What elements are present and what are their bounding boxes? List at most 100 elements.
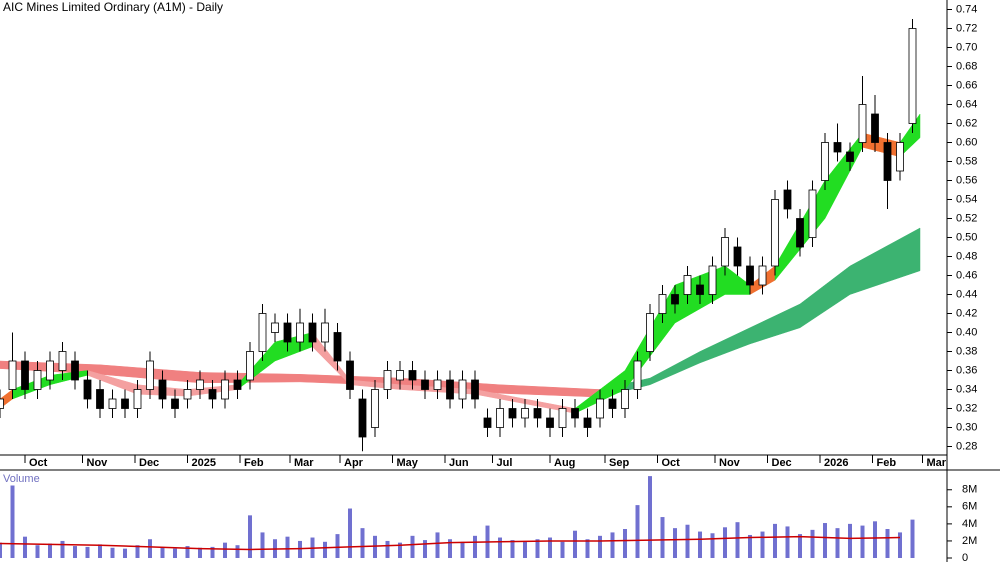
- x-tick-label: Nov: [719, 457, 741, 469]
- volume-bar: [798, 534, 802, 558]
- candle-body: [721, 237, 729, 267]
- y-tick-label: 0.58: [956, 155, 977, 167]
- y-tick-label: 0.74: [956, 3, 977, 15]
- volume-bar: [435, 532, 440, 558]
- candle-body: [633, 360, 642, 390]
- candle-body: [521, 408, 529, 419]
- volume-bar: [235, 545, 240, 558]
- candle-body: [371, 389, 379, 428]
- y-tick-label: 0.60: [956, 136, 977, 148]
- volume-bar: [198, 547, 202, 558]
- y-tick-label: 0.50: [956, 231, 977, 243]
- volume-bar: [398, 542, 402, 558]
- volume-tick-label: 2M: [962, 535, 977, 547]
- volume-bar: [173, 548, 177, 558]
- y-tick-label: 0.30: [956, 421, 977, 433]
- volume-bar: [760, 531, 765, 558]
- y-tick-label: 0.64: [956, 98, 977, 110]
- volume-bar: [285, 536, 290, 558]
- y-tick-label: 0.68: [956, 60, 977, 72]
- volume-bar: [735, 522, 740, 558]
- candle-body: [746, 265, 754, 286]
- y-tick-label: 0.42: [956, 307, 977, 319]
- candle-body: [508, 408, 517, 419]
- candle-body: [858, 104, 867, 143]
- x-tick-label: 2026: [824, 457, 848, 469]
- volume-bar: [73, 546, 77, 558]
- candle-body: [908, 28, 917, 124]
- volume-bar: [373, 535, 377, 558]
- ribbon: [599, 227, 921, 398]
- candle-body: [896, 142, 904, 172]
- volume-tick-label: 4M: [962, 518, 977, 530]
- chart-title: AIC Mines Limited Ordinary (A1M) - Daily: [3, 0, 223, 14]
- volume-bar: [660, 517, 665, 558]
- candle-body: [558, 408, 567, 428]
- volume-bar: [48, 543, 52, 558]
- candle-body: [696, 284, 704, 295]
- y-tick-label: 0.72: [956, 22, 977, 34]
- x-tick-label: 2025: [192, 457, 216, 469]
- volume-tick-label: 0: [962, 552, 968, 562]
- x-tick-label: Mar: [927, 457, 947, 469]
- candle-body: [346, 360, 354, 390]
- volume-bar: [60, 540, 65, 558]
- volume-bar: [460, 541, 465, 558]
- y-tick-label: 0.52: [956, 212, 977, 224]
- x-tick-label: Jul: [497, 457, 513, 469]
- candle-body: [158, 379, 167, 400]
- volume-bar: [248, 515, 252, 558]
- candle-body: [321, 322, 329, 343]
- volume-bar: [610, 532, 615, 558]
- candle-body: [383, 370, 392, 390]
- volume-bar: [723, 527, 727, 558]
- volume-bar: [648, 476, 652, 558]
- volume-bar: [585, 539, 590, 558]
- volume-bar: [685, 524, 690, 558]
- candle-body: [496, 408, 504, 428]
- volume-bar: [360, 528, 365, 558]
- y-tick-label: 0.28: [956, 440, 977, 452]
- x-tick-label: Jun: [449, 457, 469, 469]
- x-tick-label: Oct: [29, 457, 48, 469]
- y-tick-label: 0.66: [956, 79, 977, 91]
- x-tick-label: Dec: [139, 457, 159, 469]
- volume-bar: [698, 531, 702, 558]
- candle-body: [733, 246, 742, 267]
- volume-bar: [10, 485, 15, 558]
- volume-bar: [535, 539, 540, 558]
- volume-tick-label: 6M: [962, 501, 977, 513]
- x-tick-label: Mar: [294, 457, 314, 469]
- volume-bar: [448, 539, 452, 558]
- volume-bar: [623, 529, 627, 558]
- candle-body: [646, 313, 654, 352]
- candle-body: [808, 189, 817, 238]
- volume-bar: [123, 548, 127, 558]
- candle-body: [783, 189, 792, 210]
- y-tick-label: 0.44: [956, 288, 977, 300]
- candle-body: [396, 370, 404, 381]
- volume-bar: [573, 530, 577, 558]
- volume-bar: [898, 532, 902, 558]
- x-tick-label: Feb: [877, 457, 897, 469]
- volume-bar: [23, 536, 27, 558]
- y-tick-label: 0.56: [956, 174, 977, 186]
- candle-body: [233, 379, 242, 390]
- candle-body: [883, 142, 892, 181]
- candle-body: [583, 417, 592, 428]
- volume-ma: [0, 535, 901, 551]
- candle-body: [771, 199, 779, 267]
- candle-body: [433, 379, 442, 390]
- candle-body: [246, 351, 254, 381]
- volume-bar: [110, 547, 115, 558]
- candle-body: [546, 417, 554, 428]
- y-tick-label: 0.46: [956, 269, 977, 281]
- candle-body: [283, 322, 292, 343]
- volume-bar: [710, 533, 715, 558]
- volume-label: Volume: [3, 473, 40, 485]
- candle-body: [421, 379, 429, 390]
- candle-body: [258, 313, 267, 352]
- volume-bar: [185, 546, 190, 558]
- volume-bar: [223, 542, 227, 558]
